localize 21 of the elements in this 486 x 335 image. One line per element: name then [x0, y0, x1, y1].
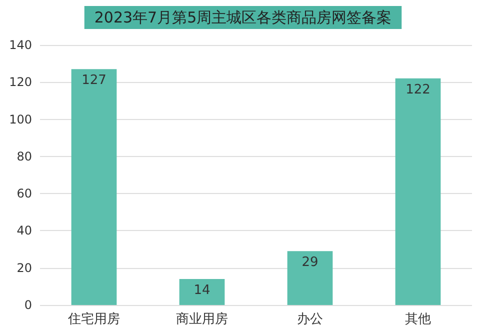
y-tick-label: 120	[9, 75, 32, 90]
y-tick-label: 40	[16, 224, 32, 238]
x-tick-label: 商业用房	[176, 311, 228, 327]
data-label: 29	[302, 255, 318, 270]
y-tick-label: 60	[16, 186, 32, 201]
x-tick-label: 其他	[405, 312, 431, 327]
y-tick-label: 80	[16, 149, 32, 164]
x-tick-label: 办公	[297, 312, 323, 327]
bar	[287, 251, 333, 305]
bar	[179, 279, 225, 305]
y-tick-label: 20	[16, 260, 32, 275]
bar	[71, 69, 117, 305]
y-tick-label: 100	[9, 112, 32, 126]
data-label: 14	[194, 283, 210, 298]
data-label: 127	[82, 73, 106, 88]
y-tick-label: 140	[9, 38, 32, 52]
data-label: 122	[406, 82, 430, 98]
x-tick-label: 住宅用房	[67, 311, 120, 327]
bar	[395, 78, 441, 305]
chart-title: 2023年7月第5周主城区各类商品房网签备案	[94, 8, 392, 26]
y-tick-label: 0	[24, 298, 32, 312]
